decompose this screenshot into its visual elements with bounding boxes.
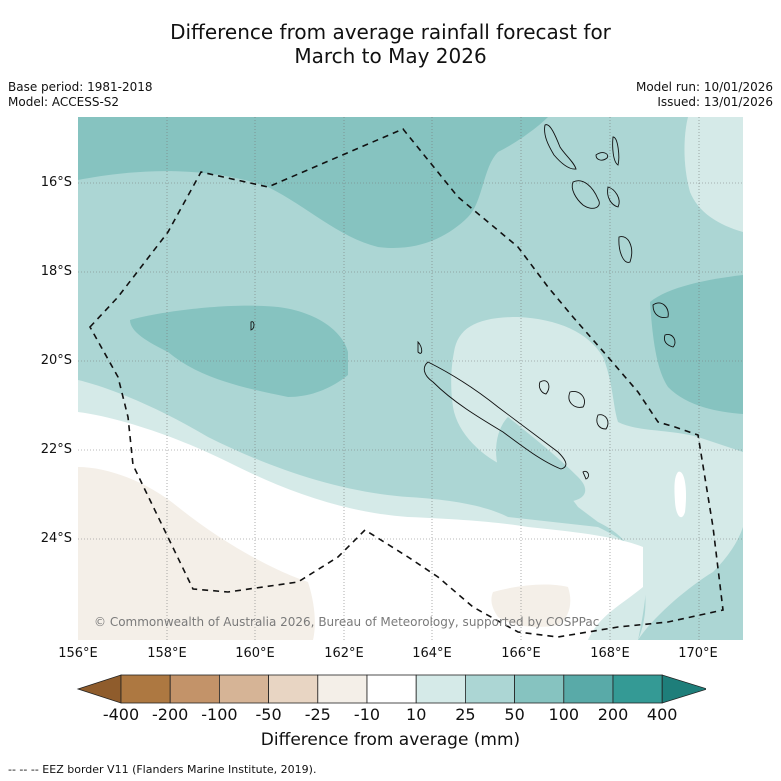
title-line-2: March to May 2026: [294, 44, 487, 68]
region-dry-south-center: [491, 584, 571, 627]
lon-label-170e: 170°E: [678, 646, 718, 661]
lon-label-166e: 166°E: [501, 646, 541, 661]
lon-label-168e: 168°E: [590, 646, 630, 661]
islands: [250, 124, 676, 480]
colorbar-title: Difference from average (mm): [260, 730, 521, 750]
island-ambae: [595, 152, 609, 161]
island-lifou-north: [652, 302, 669, 318]
colorbar-cell: [464, 674, 515, 704]
model-name: Model: ACCESS-S2: [8, 95, 120, 109]
island-reef: [250, 321, 255, 331]
model-run: Model run: 10/01/2026: [635, 80, 773, 94]
colorbar-cell: [514, 674, 565, 704]
region-25-50-inner: [496, 417, 586, 502]
colorbar-tick-label: -100: [201, 705, 238, 724]
lon-label-162e: 162°E: [324, 646, 364, 661]
colorbar-extend-low: [76, 674, 122, 704]
island-maewo: [612, 136, 620, 166]
eez-legend-note: -- -- -- EEZ border V11 (Flanders Marine…: [8, 763, 317, 776]
region-50-100-east: [650, 275, 743, 414]
region-50-100-west: [130, 305, 348, 397]
island-belep: [417, 340, 423, 354]
colorbar: [76, 674, 706, 704]
lat-label-24s: 24°S: [40, 531, 72, 546]
colorbar-cell: [268, 674, 319, 704]
colorbar-tick-label: -50: [255, 705, 282, 724]
region-50-100-north: [78, 117, 548, 248]
island-espiritu-santo: [544, 124, 577, 170]
copyright-text: © Commonwealth of Australia 2026, Bureau…: [94, 615, 599, 629]
island-malakula: [571, 180, 600, 209]
meta-left: Base period: 1981-2018 Model: ACCESS-S2: [8, 80, 153, 110]
lon-label-158e: 158°E: [147, 646, 187, 661]
colorbar-tick-label: -200: [152, 705, 189, 724]
colorbar-tick-label: 50: [504, 705, 525, 724]
issued-date: Issued: 13/01/2026: [657, 95, 773, 109]
rainfall-map: © Commonwealth of Australia 2026, Bureau…: [78, 117, 743, 640]
colorbar-cell: [317, 674, 368, 704]
lon-label-160e: 160°E: [235, 646, 275, 661]
island-ouvea: [538, 380, 550, 395]
lat-label-16s: 16°S: [40, 175, 72, 190]
colorbar-cell: [366, 674, 417, 704]
colorbar-extend-high: [661, 674, 706, 704]
colorbar-cell: [218, 674, 269, 704]
region-neutral-streak: [674, 471, 687, 518]
colorbar-tick-label: 400: [646, 705, 678, 724]
region-10-25-central: [451, 317, 743, 640]
colorbar-cell: [120, 674, 171, 704]
colorbar-cell: [415, 674, 466, 704]
colorbar-tick-label: 25: [455, 705, 476, 724]
colorbar-tick-label: -10: [353, 705, 381, 724]
island-walpole: [582, 470, 590, 480]
colorbar-tick-label: 10: [406, 705, 427, 724]
meta-right: Model run: 10/01/2026 Issued: 13/01/2026: [636, 80, 773, 110]
lon-label-156e: 156°E: [58, 646, 98, 661]
lat-label-18s: 18°S: [40, 264, 72, 279]
colorbar-tick-label: -400: [102, 705, 140, 724]
island-efate: [607, 186, 620, 208]
island-tanna: [618, 236, 633, 263]
region-dry-southwest: [78, 467, 315, 640]
colorbar-tick-label: 100: [548, 705, 580, 724]
region-10-25-northeast: [684, 117, 743, 232]
colorbar-cells: [76, 674, 706, 704]
base-period: Base period: 1981-2018: [8, 80, 153, 94]
lat-label-22s: 22°S: [40, 442, 72, 457]
colorbar-cell: [169, 674, 220, 704]
lat-label-20s: 20°S: [40, 353, 72, 368]
island-lifou: [568, 391, 585, 408]
chart-title: Difference from average rainfall forecas…: [0, 20, 781, 68]
island-mare: [596, 414, 609, 430]
island-grande-terre: [423, 361, 567, 470]
graticule: [78, 117, 743, 640]
colorbar-cell: [563, 674, 614, 704]
island-tiga: [663, 334, 676, 348]
colorbar-tick-label: -25: [304, 705, 331, 724]
colorbar-tick-label: 200: [597, 705, 629, 724]
colorbar-cell: [612, 674, 663, 704]
region-25-50-southeast: [638, 527, 743, 640]
lon-label-164e: 164°E: [412, 646, 452, 661]
title-line-1: Difference from average rainfall forecas…: [170, 20, 611, 44]
